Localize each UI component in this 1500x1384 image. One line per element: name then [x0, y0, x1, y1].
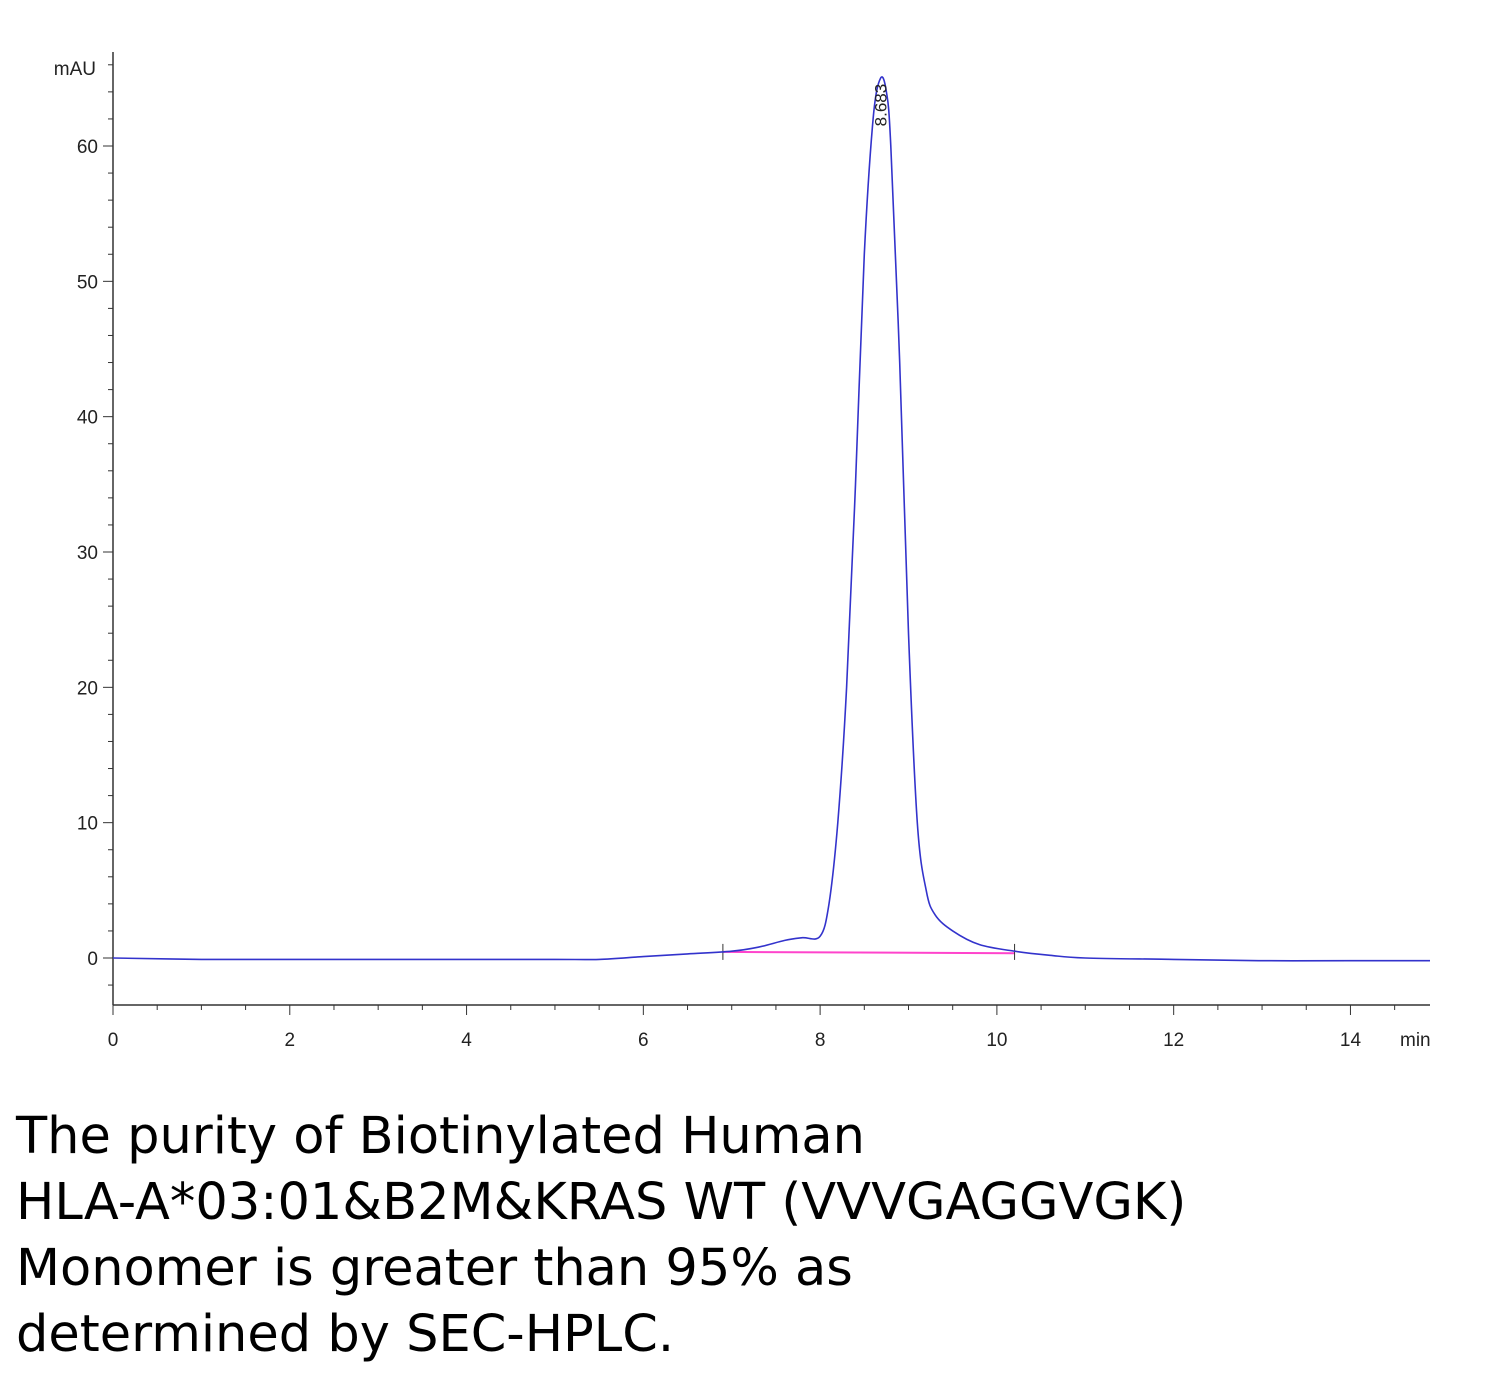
x-tick-label: 2: [284, 1030, 295, 1051]
y-axis-ticks: 0 10 20 30 40 50 60: [77, 64, 113, 986]
y-tick-label: 60: [77, 137, 98, 158]
caption-line: The purity of Biotinylated Human: [16, 1107, 865, 1166]
x-axis-ticks: 0 2 4 6 8 10 12 14: [108, 1005, 1396, 1051]
x-tick-label: 4: [461, 1030, 472, 1051]
y-tick-label: 30: [77, 543, 98, 564]
y-tick-label: 40: [77, 408, 98, 429]
plot-area: 8.683: [112, 76, 1430, 962]
chromatogram-chart: 0 10 20 30 40 50 60 0 2 4 6 8 10 12 14 mAU min 8.683: [54, 52, 1431, 1051]
caption-line: determined by SEC-HPLC.: [16, 1305, 675, 1364]
y-tick-label: 10: [77, 814, 98, 835]
caption-line: HLA-A*03:01&B2M&KRAS WT (VVVGAGGVGK): [16, 1173, 1187, 1232]
x-tick-label: 14: [1340, 1030, 1362, 1051]
y-tick-label: 0: [87, 949, 98, 970]
x-tick-label: 12: [1163, 1030, 1184, 1051]
x-tick-label: 0: [108, 1030, 119, 1051]
x-tick-label: 10: [986, 1030, 1007, 1051]
x-tick-label: 8: [815, 1030, 826, 1051]
x-axis-unit: min: [1400, 1030, 1431, 1051]
y-tick-label: 20: [77, 678, 98, 699]
chart-axes: [112, 52, 1430, 1006]
chromatogram-trace: [112, 76, 1430, 962]
y-axis-unit: mAU: [54, 59, 96, 80]
peak-retention-label: 8.683: [871, 84, 890, 127]
figure-caption: The purity of Biotinylated Human HLA-A*0…: [16, 1104, 1486, 1368]
integration-baseline: [722, 950, 1015, 955]
caption-line: Monomer is greater than 95% as: [16, 1239, 853, 1298]
y-tick-label: 50: [77, 272, 98, 293]
x-tick-label: 6: [638, 1030, 649, 1051]
